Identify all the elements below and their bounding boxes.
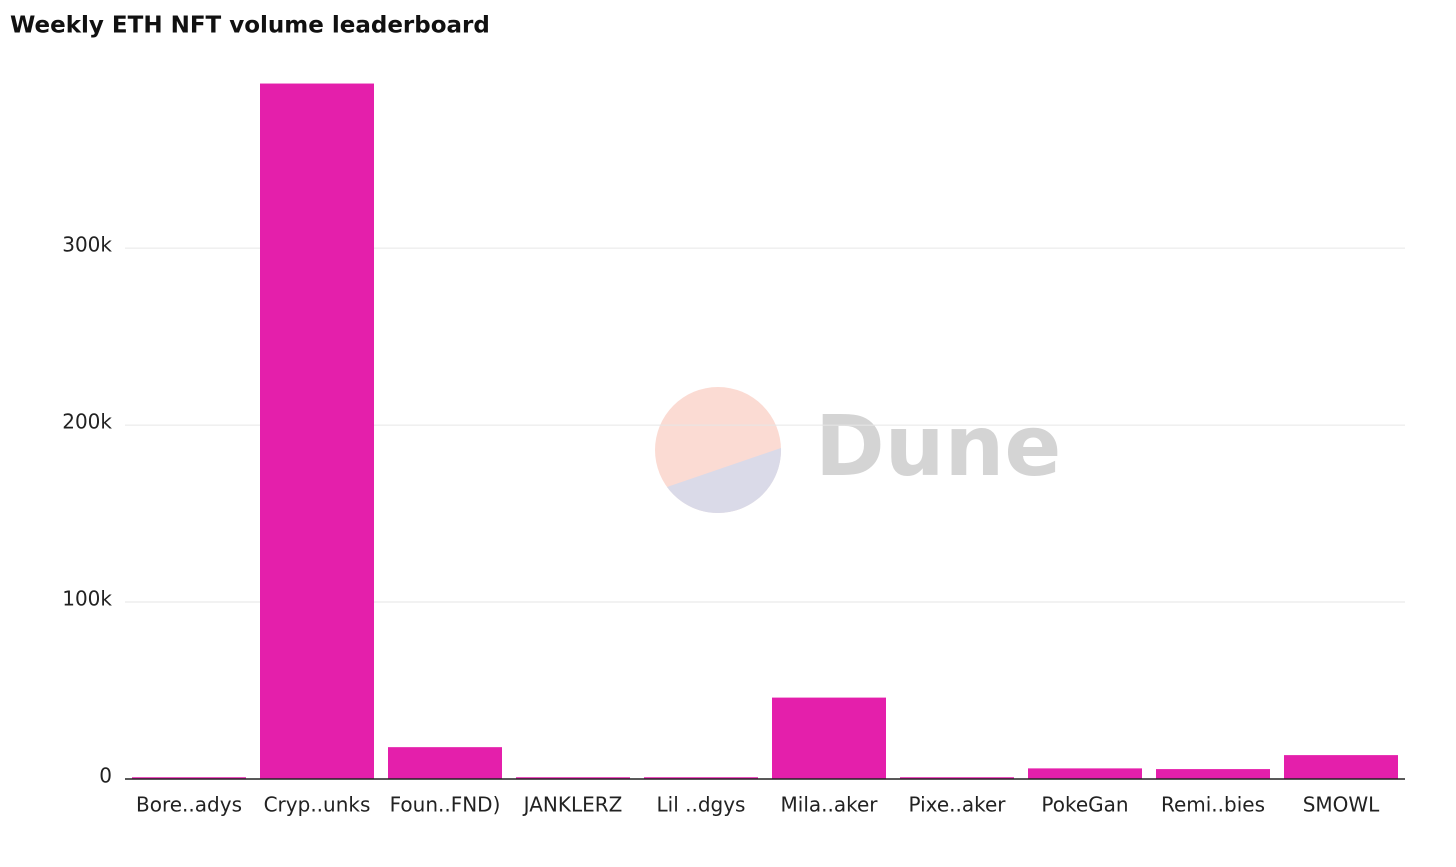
y-tick-label: 200k xyxy=(62,410,112,434)
x-tick-label: Bore..adys xyxy=(136,793,242,817)
x-tick-label: Cryp..unks xyxy=(264,793,371,817)
bar xyxy=(644,777,758,779)
x-tick-label: Remi..bies xyxy=(1161,793,1265,817)
bar xyxy=(1156,769,1270,779)
bar xyxy=(516,777,630,779)
bar xyxy=(900,777,1014,779)
y-tick-label: 0 xyxy=(99,764,112,788)
bar xyxy=(260,83,374,779)
y-tick-label: 300k xyxy=(62,233,112,257)
bar xyxy=(772,697,886,779)
bar xyxy=(1028,768,1142,779)
x-tick-label: SMOWL xyxy=(1303,793,1380,817)
bar xyxy=(132,777,246,779)
x-tick-label: Mila..aker xyxy=(781,793,879,817)
x-tick-label: Lil ..dgys xyxy=(657,793,746,817)
bar xyxy=(388,747,502,779)
x-tick-label: PokeGan xyxy=(1041,793,1128,817)
x-tick-label: JANKLERZ xyxy=(522,793,623,817)
bar xyxy=(1284,755,1398,779)
chart-title: Weekly ETH NFT volume leaderboard xyxy=(10,13,490,39)
watermark-logo xyxy=(655,387,782,514)
watermark-text: Dune xyxy=(815,397,1061,495)
x-tick-label: Pixe..aker xyxy=(908,793,1006,817)
x-tick-label: Foun..FND) xyxy=(390,793,501,817)
logo-bottom xyxy=(667,448,782,514)
y-tick-label: 100k xyxy=(62,587,112,611)
